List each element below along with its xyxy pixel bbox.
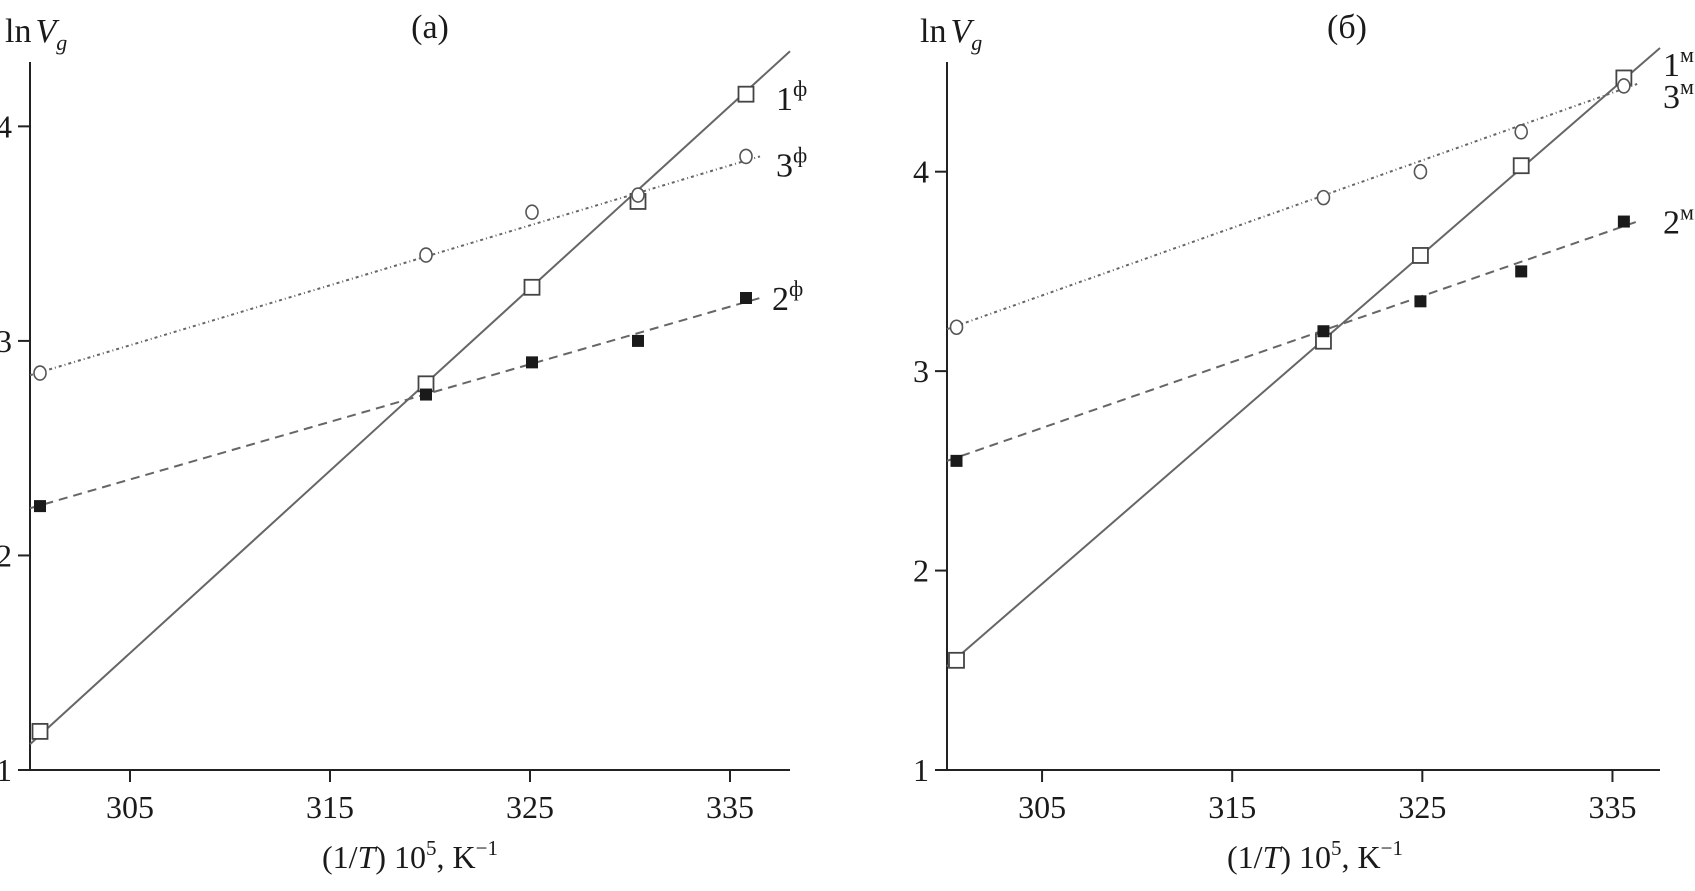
data-point-open-square bbox=[523, 278, 541, 296]
y-axis-label: ln Vg bbox=[5, 13, 67, 55]
fit-line bbox=[29, 297, 761, 510]
series-label-superscript: м bbox=[1680, 42, 1694, 67]
data-point-open-square bbox=[1412, 247, 1429, 264]
y-axis-label: ln Vg bbox=[920, 13, 982, 55]
data-point-open-square bbox=[31, 722, 49, 740]
series-label-superscript: м bbox=[1680, 200, 1694, 225]
data-point-filled-square bbox=[34, 500, 46, 513]
series-2-ф: 2ф bbox=[29, 276, 803, 513]
series-label-number: 2 bbox=[1663, 205, 1680, 242]
x-tick-label: 325 bbox=[506, 789, 554, 825]
panel-title: (б) bbox=[1327, 9, 1367, 46]
fit-line bbox=[946, 220, 1638, 462]
data-point-open-circle bbox=[1617, 78, 1631, 94]
series-label-superscript: ф bbox=[789, 276, 803, 301]
x-label-part-t: T bbox=[358, 839, 378, 875]
x-label-sup-5: 5 bbox=[1331, 836, 1342, 860]
series-label-superscript: ф bbox=[793, 142, 807, 167]
x-label-sup-neg1: −1 bbox=[1381, 836, 1403, 860]
series-1-ф: 1ф bbox=[29, 50, 807, 745]
data-point-filled-square bbox=[1617, 215, 1630, 228]
fit-line bbox=[946, 82, 1638, 331]
fit-line bbox=[29, 155, 761, 377]
data-point-open-circle bbox=[525, 204, 539, 220]
data-point-open-circle bbox=[1316, 189, 1331, 206]
x-label-part-1: (1/ bbox=[322, 839, 358, 875]
data-point-open-circle bbox=[33, 365, 47, 381]
series-label-number: 3 bbox=[1663, 79, 1680, 116]
x-tick-label: 305 bbox=[1018, 789, 1066, 825]
series-label-superscript: м bbox=[1680, 74, 1694, 99]
series-label: 2м bbox=[1663, 200, 1694, 242]
y-tick-label: 4 bbox=[913, 154, 929, 190]
series-label-number: 1 bbox=[1663, 47, 1680, 84]
y-axis-label-sub: g bbox=[56, 30, 67, 55]
fit-line bbox=[946, 47, 1661, 668]
x-label-part-unit: , K bbox=[1342, 839, 1381, 875]
x-label-part-2: ) 10 bbox=[1280, 839, 1331, 875]
series-label-superscript: ф bbox=[793, 76, 807, 101]
data-point-filled-square bbox=[632, 334, 644, 347]
series-label: 1м bbox=[1663, 42, 1694, 84]
x-tick-label: 335 bbox=[706, 789, 754, 825]
x-label-sup-5: 5 bbox=[426, 836, 437, 860]
y-axis-label-sub: g bbox=[971, 30, 982, 55]
y-tick-label: 1 bbox=[0, 752, 12, 788]
y-tick-label: 3 bbox=[913, 353, 929, 389]
x-axis-label: (1/T) 105, K−1 bbox=[322, 836, 498, 875]
y-tick-label: 1 bbox=[913, 752, 929, 788]
y-tick-label: 4 bbox=[0, 108, 12, 144]
y-tick-label: 2 bbox=[913, 553, 929, 589]
x-label-part-t: T bbox=[1263, 839, 1283, 875]
data-point-open-circle bbox=[419, 247, 433, 263]
data-point-filled-square bbox=[1414, 295, 1427, 308]
panel-title: (а) bbox=[411, 9, 449, 46]
series-3-ф: 3ф bbox=[29, 142, 807, 381]
x-label-part-unit: , K bbox=[437, 839, 476, 875]
x-tick-label: 315 bbox=[1208, 789, 1256, 825]
series-label: 3ф bbox=[776, 142, 807, 184]
data-point-open-square bbox=[737, 85, 755, 103]
series-label-number: 2 bbox=[772, 281, 789, 318]
fit-line bbox=[29, 50, 791, 745]
data-point-filled-square bbox=[950, 454, 963, 467]
y-axis-label-ln: ln bbox=[920, 13, 946, 50]
series-label: 1ф bbox=[776, 76, 807, 118]
series-label-number: 3 bbox=[776, 147, 793, 184]
y-axis-label-ln: ln bbox=[5, 13, 31, 50]
y-tick-label: 3 bbox=[0, 323, 12, 359]
x-tick-label: 335 bbox=[1588, 789, 1636, 825]
data-point-open-circle bbox=[1413, 163, 1428, 180]
x-label-part-1: (1/ bbox=[1227, 839, 1263, 875]
series-3-м: 3м bbox=[946, 74, 1694, 336]
series-1-м: 1м bbox=[946, 42, 1694, 669]
x-label-part-2: ) 10 bbox=[375, 839, 426, 875]
x-axis-label: (1/T) 105, K−1 bbox=[1227, 836, 1403, 875]
x-label-sup-neg1: −1 bbox=[476, 836, 498, 860]
data-point-filled-square bbox=[1317, 325, 1330, 338]
series-label-number: 1 bbox=[776, 81, 793, 118]
data-point-filled-square bbox=[740, 292, 752, 304]
x-tick-label: 315 bbox=[306, 789, 354, 825]
data-point-filled-square bbox=[526, 356, 538, 369]
x-tick-label: 305 bbox=[106, 789, 154, 825]
data-point-open-square bbox=[1512, 157, 1530, 175]
data-point-open-square bbox=[948, 651, 965, 669]
data-point-open-circle bbox=[631, 187, 645, 203]
series-label: 2ф bbox=[772, 276, 803, 318]
data-point-open-circle bbox=[739, 148, 753, 165]
x-tick-label: 325 bbox=[1398, 789, 1446, 825]
data-point-filled-square bbox=[420, 388, 432, 401]
y-tick-label: 2 bbox=[0, 537, 12, 573]
series-2-м: 2м bbox=[946, 200, 1694, 467]
data-point-open-circle bbox=[949, 319, 964, 336]
data-point-filled-square bbox=[1515, 265, 1528, 278]
data-point-open-circle bbox=[1514, 124, 1529, 140]
series-label: 3м bbox=[1663, 74, 1694, 116]
